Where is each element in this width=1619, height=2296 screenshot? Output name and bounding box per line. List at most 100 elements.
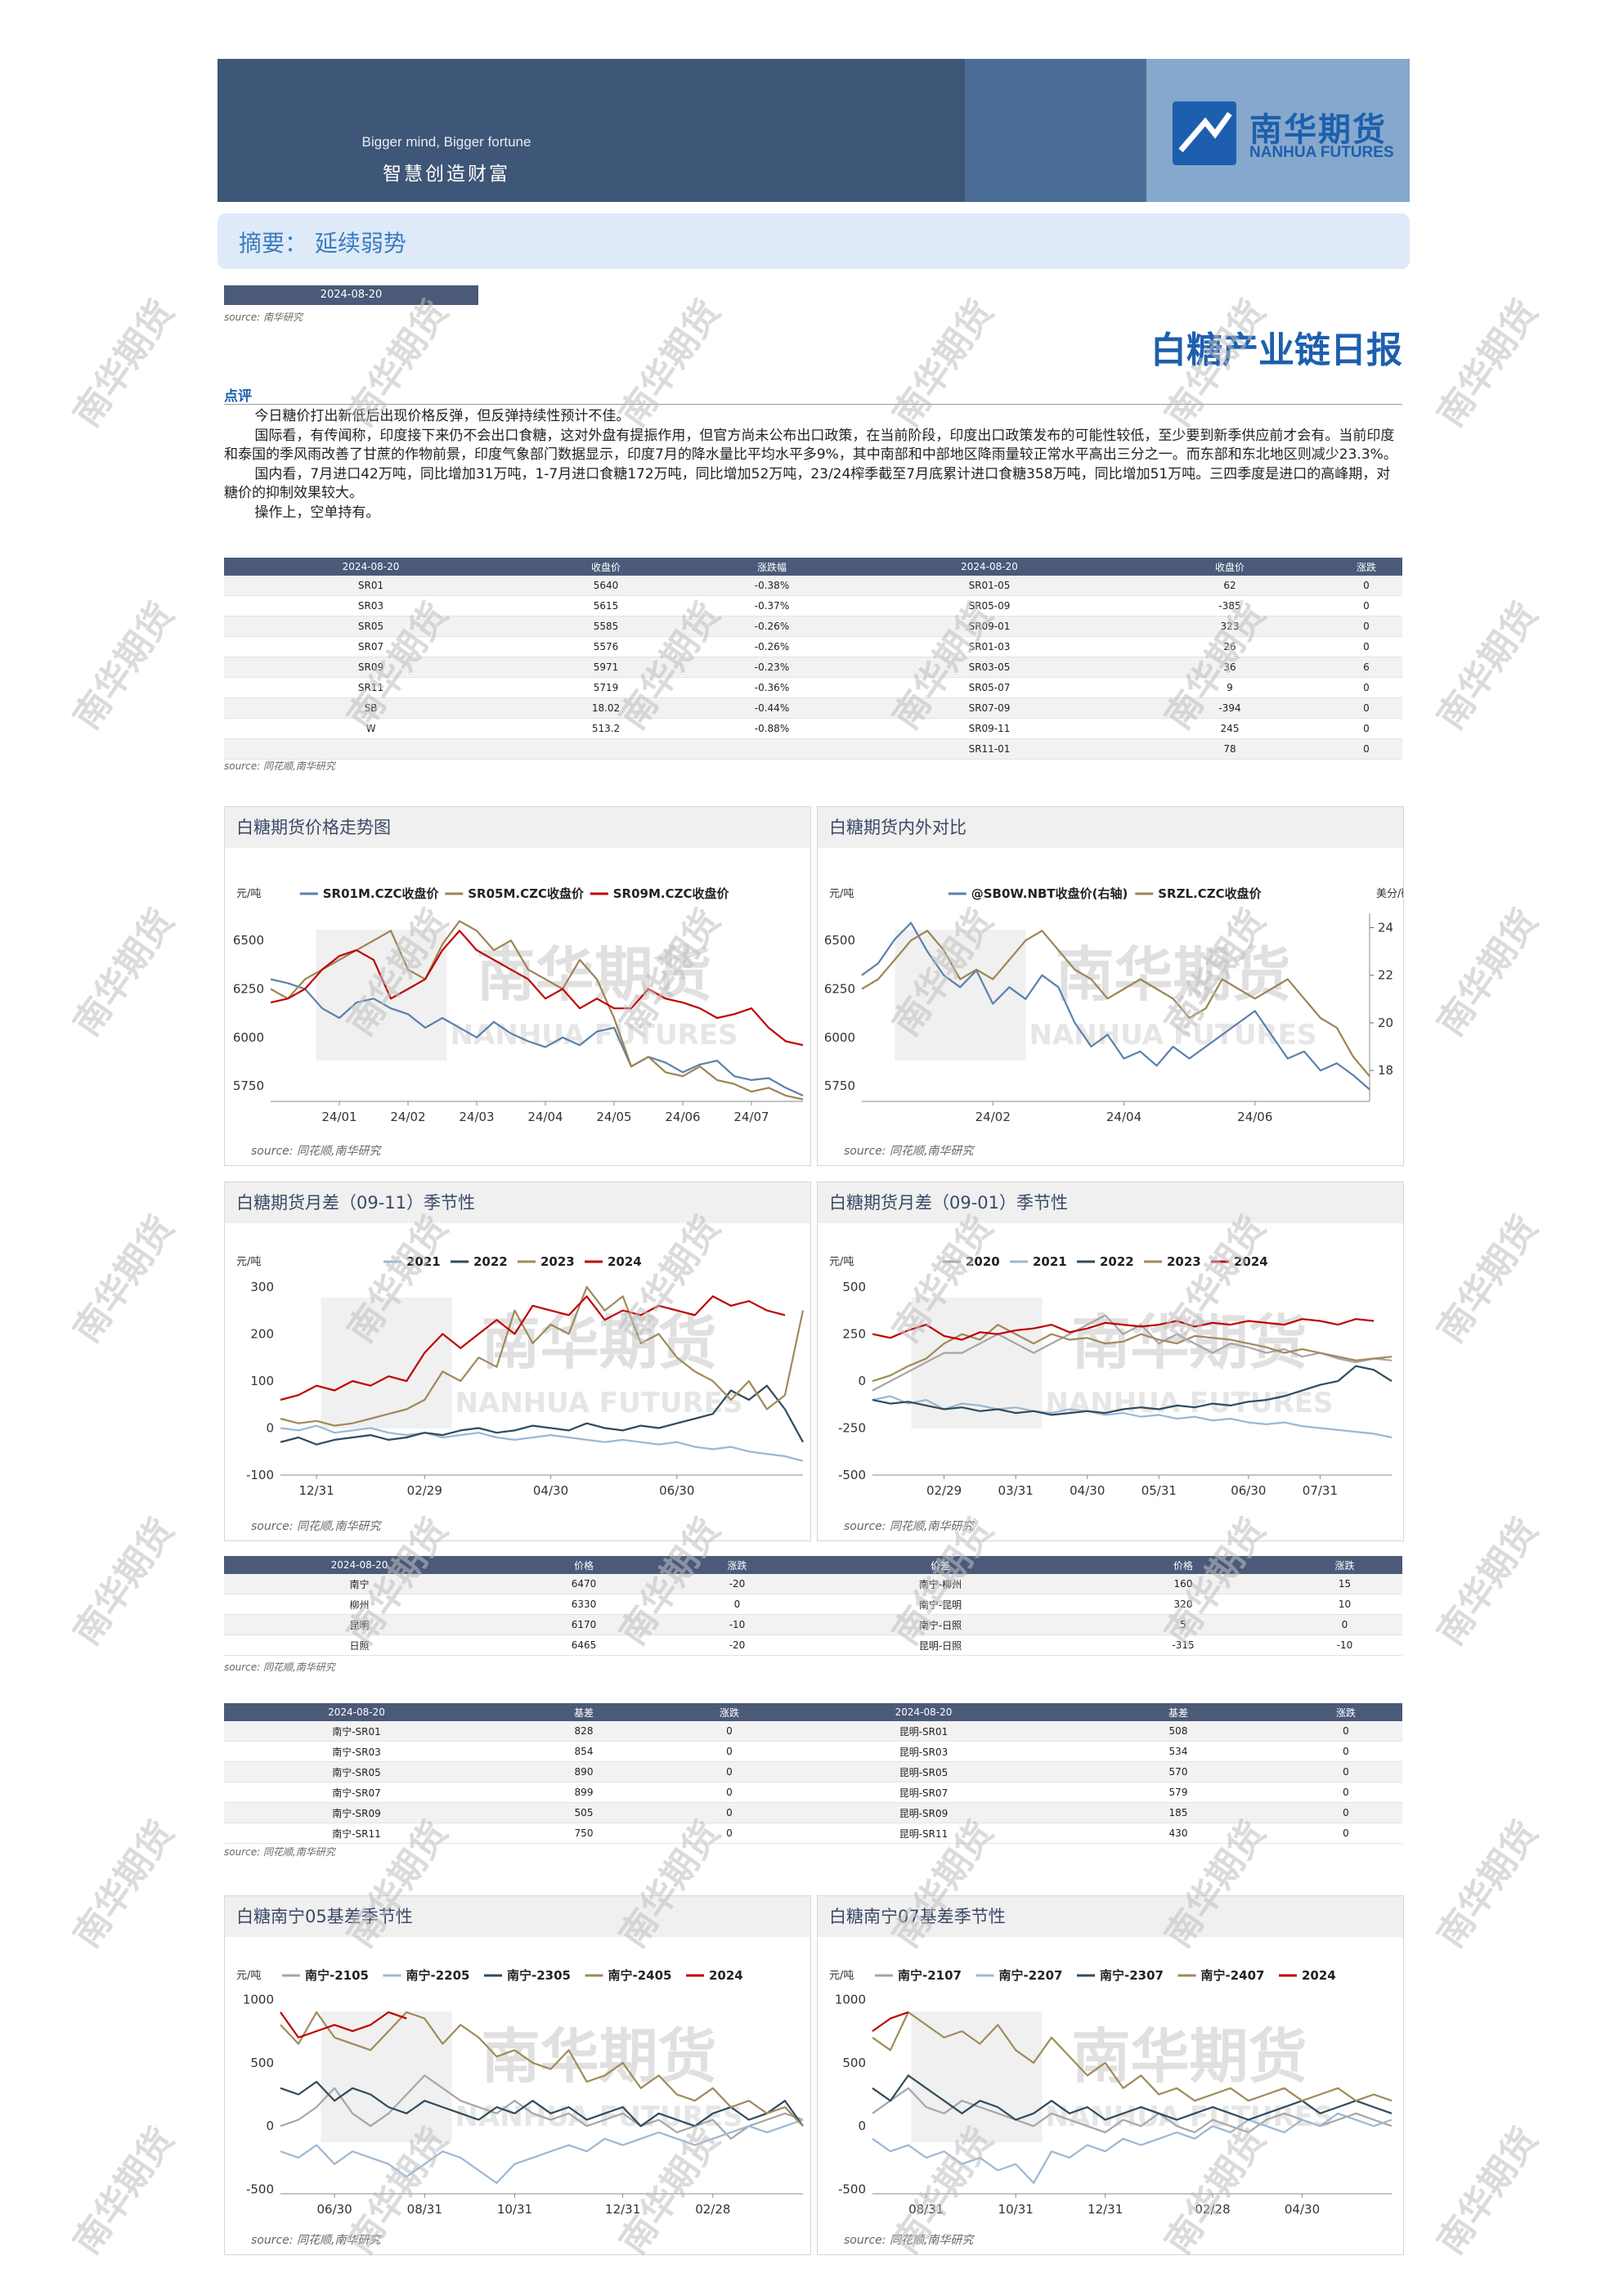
table: 2024-08-20 收盘价 涨跌幅 2024-08-20 收盘价 涨跌 SR01 5640-… xyxy=(224,558,1402,760)
series-line xyxy=(280,1424,804,1462)
x-tick-label: 08/31 xyxy=(407,2202,442,2217)
source: source: 同花顺,南华研究 xyxy=(844,1520,974,1533)
cell: -385 xyxy=(1129,595,1330,617)
page-watermark: 南华期货 xyxy=(65,292,183,435)
chart-title: 白糖南宁05基差季节性 xyxy=(225,1896,810,1937)
series-line xyxy=(861,930,1370,1077)
series-line xyxy=(872,1324,1393,1383)
legend-label: SR01M.CZC收盘价 xyxy=(323,886,440,901)
series-line xyxy=(270,978,804,1096)
cell: SB xyxy=(224,697,518,719)
row: SR11 5719 -0.36% SR05-07 9 0 xyxy=(224,677,1402,698)
cell: 0 xyxy=(1330,576,1402,596)
cell: 899 xyxy=(489,1782,679,1803)
series-line xyxy=(280,2011,804,2127)
y-unit: 元/吨 xyxy=(829,1970,854,1982)
series-line xyxy=(872,2074,1393,2121)
y-unit: 元/吨 xyxy=(829,888,854,900)
legend-label: 南宁-2207 xyxy=(999,1968,1063,1983)
table: 2024-08-20 基差 涨跌 2024-08-20 基差 涨跌 南宁-SR01 828 0 昆… xyxy=(224,1703,1402,1844)
x-tick-label: 02/29 xyxy=(926,1483,962,1498)
y-tick-label: 0 xyxy=(858,1374,866,1388)
watermark: 南华期货 xyxy=(481,2022,716,2091)
cell: -10 xyxy=(1287,1635,1402,1656)
cell: SR01-03 xyxy=(850,636,1129,657)
cell: 508 xyxy=(1067,1721,1289,1742)
y-tick-label: 500 xyxy=(250,2056,274,2070)
header-cell: 收盘价 xyxy=(1129,558,1330,576)
cell: 0 xyxy=(1287,1614,1402,1635)
legend-label: 2024 xyxy=(608,1254,642,1269)
cell: -0.44% xyxy=(694,697,850,719)
comment-heading: 点评 xyxy=(224,388,252,405)
chart-title: 白糖南宁07基差季节性 xyxy=(818,1896,1403,1937)
legend-label: SRZL.CZC收盘价 xyxy=(1158,886,1262,901)
x-tick-label: 07/31 xyxy=(1303,1483,1338,1498)
cell: 南宁-柳州 xyxy=(801,1574,1079,1594)
y-tick-label: 6250 xyxy=(233,981,264,996)
source: source: 南华研究 xyxy=(224,312,303,323)
chart-panel: 白糖南宁07基差季节性 南华期货 NANHUA FUTURES 元/吨 -500 0 500… xyxy=(817,1895,1404,2255)
header-cell: 价格 xyxy=(495,1556,673,1574)
series-line xyxy=(872,2011,909,2032)
page-watermark: 南华期货 xyxy=(1429,594,1547,738)
cell: 0 xyxy=(679,1761,780,1783)
series-line xyxy=(280,1295,786,1401)
header-row: 2024-08-20 基差 涨跌 2024-08-20 基差 涨跌 xyxy=(224,1703,1402,1721)
paragraph: 今日糖价打出新低后出现价格反弹，但反弹持续性预计不佳。 xyxy=(254,408,630,424)
cell: 南宁-昆明 xyxy=(801,1594,1079,1615)
chart-panel: 白糖期货月差（09-01）季节性 南华期货 NANHUA FUTURES 元/吨 -50… xyxy=(817,1182,1404,1541)
paragraph: 操作上，空单持有。 xyxy=(254,504,380,521)
y-tick-label: 1000 xyxy=(243,1992,274,2007)
row: SR03 5615 -0.37% SR05-09 -385 0 xyxy=(224,595,1402,617)
chart: 南华期货 NANHUA FUTURES 元/吨 -100 0 100 200 300 12/31… xyxy=(236,1254,805,1498)
row: SB 18.02 -0.44% SR07-09 -394 0 xyxy=(224,697,1402,719)
cell: 36 xyxy=(1129,657,1330,678)
series-line xyxy=(280,2011,407,2038)
row: 日照 6465 -20 昆明-日照 -315 -10 xyxy=(224,1635,1402,1656)
source: source: 同花顺,南华研究 xyxy=(224,1661,335,1673)
series-line xyxy=(872,2011,1393,2102)
y-tick-label: 200 xyxy=(250,1326,274,1341)
cell: 6 xyxy=(1330,657,1402,678)
chart-panel: 白糖期货月差（09-11）季节性 南华期货 NANHUA FUTURES 元/吨 -10… xyxy=(224,1182,811,1541)
y-tick-label: 300 xyxy=(250,1280,274,1294)
cell: 0 xyxy=(1330,718,1402,739)
cell: 0 xyxy=(1330,595,1402,617)
cell: -0.26% xyxy=(694,636,850,657)
page-watermark: 南华期货 xyxy=(65,2119,183,2262)
watermark-box xyxy=(316,930,447,1061)
y-tick-label: -500 xyxy=(838,1468,866,1482)
watermark: NANHUA FUTURES xyxy=(451,1019,738,1052)
legend-label: 南宁-2307 xyxy=(1100,1968,1164,1983)
y-tick-label: 6500 xyxy=(824,933,855,948)
cell: 5585 xyxy=(518,616,694,637)
row: 南宁-SR09 505 0 昆明-SR09 185 0 xyxy=(224,1802,1402,1823)
chart-panel: 白糖南宁05基差季节性 南华期货 NANHUA FUTURES 元/吨 -500 0 500… xyxy=(224,1895,811,2255)
legend-label: 2024 xyxy=(709,1968,743,1983)
cell: -0.88% xyxy=(694,718,850,739)
x-tick-label: 05/31 xyxy=(1141,1483,1177,1498)
cell: 78 xyxy=(1129,738,1330,760)
cell: 430 xyxy=(1067,1823,1289,1844)
cell: 0 xyxy=(1289,1761,1402,1783)
source: source: 同花顺,南华研究 xyxy=(251,1145,381,1158)
cell: W xyxy=(224,718,518,739)
cell: 南宁-SR09 xyxy=(224,1802,489,1823)
header-cell: 涨跌幅 xyxy=(694,558,850,576)
page-watermark: 南华期货 xyxy=(1429,1208,1547,1351)
cell: SR11 xyxy=(224,677,518,698)
logo-cn: 南华期货 xyxy=(1249,111,1387,149)
series-line xyxy=(270,920,804,1101)
cell: 854 xyxy=(489,1741,679,1762)
cell: 昆明 xyxy=(224,1614,495,1635)
header-cell: 基差 xyxy=(489,1703,679,1721)
legend-label: 2021 xyxy=(406,1254,441,1269)
legend-label: SR05M.CZC收盘价 xyxy=(468,886,585,901)
header-cell: 涨跌 xyxy=(1289,1703,1402,1721)
x-tick-label: 06/30 xyxy=(659,1483,694,1498)
row: W 513.2 -0.88% SR09-11 245 0 xyxy=(224,718,1402,739)
cell: 6465 xyxy=(495,1635,673,1656)
source: source: 同花顺,南华研究 xyxy=(251,1520,381,1533)
